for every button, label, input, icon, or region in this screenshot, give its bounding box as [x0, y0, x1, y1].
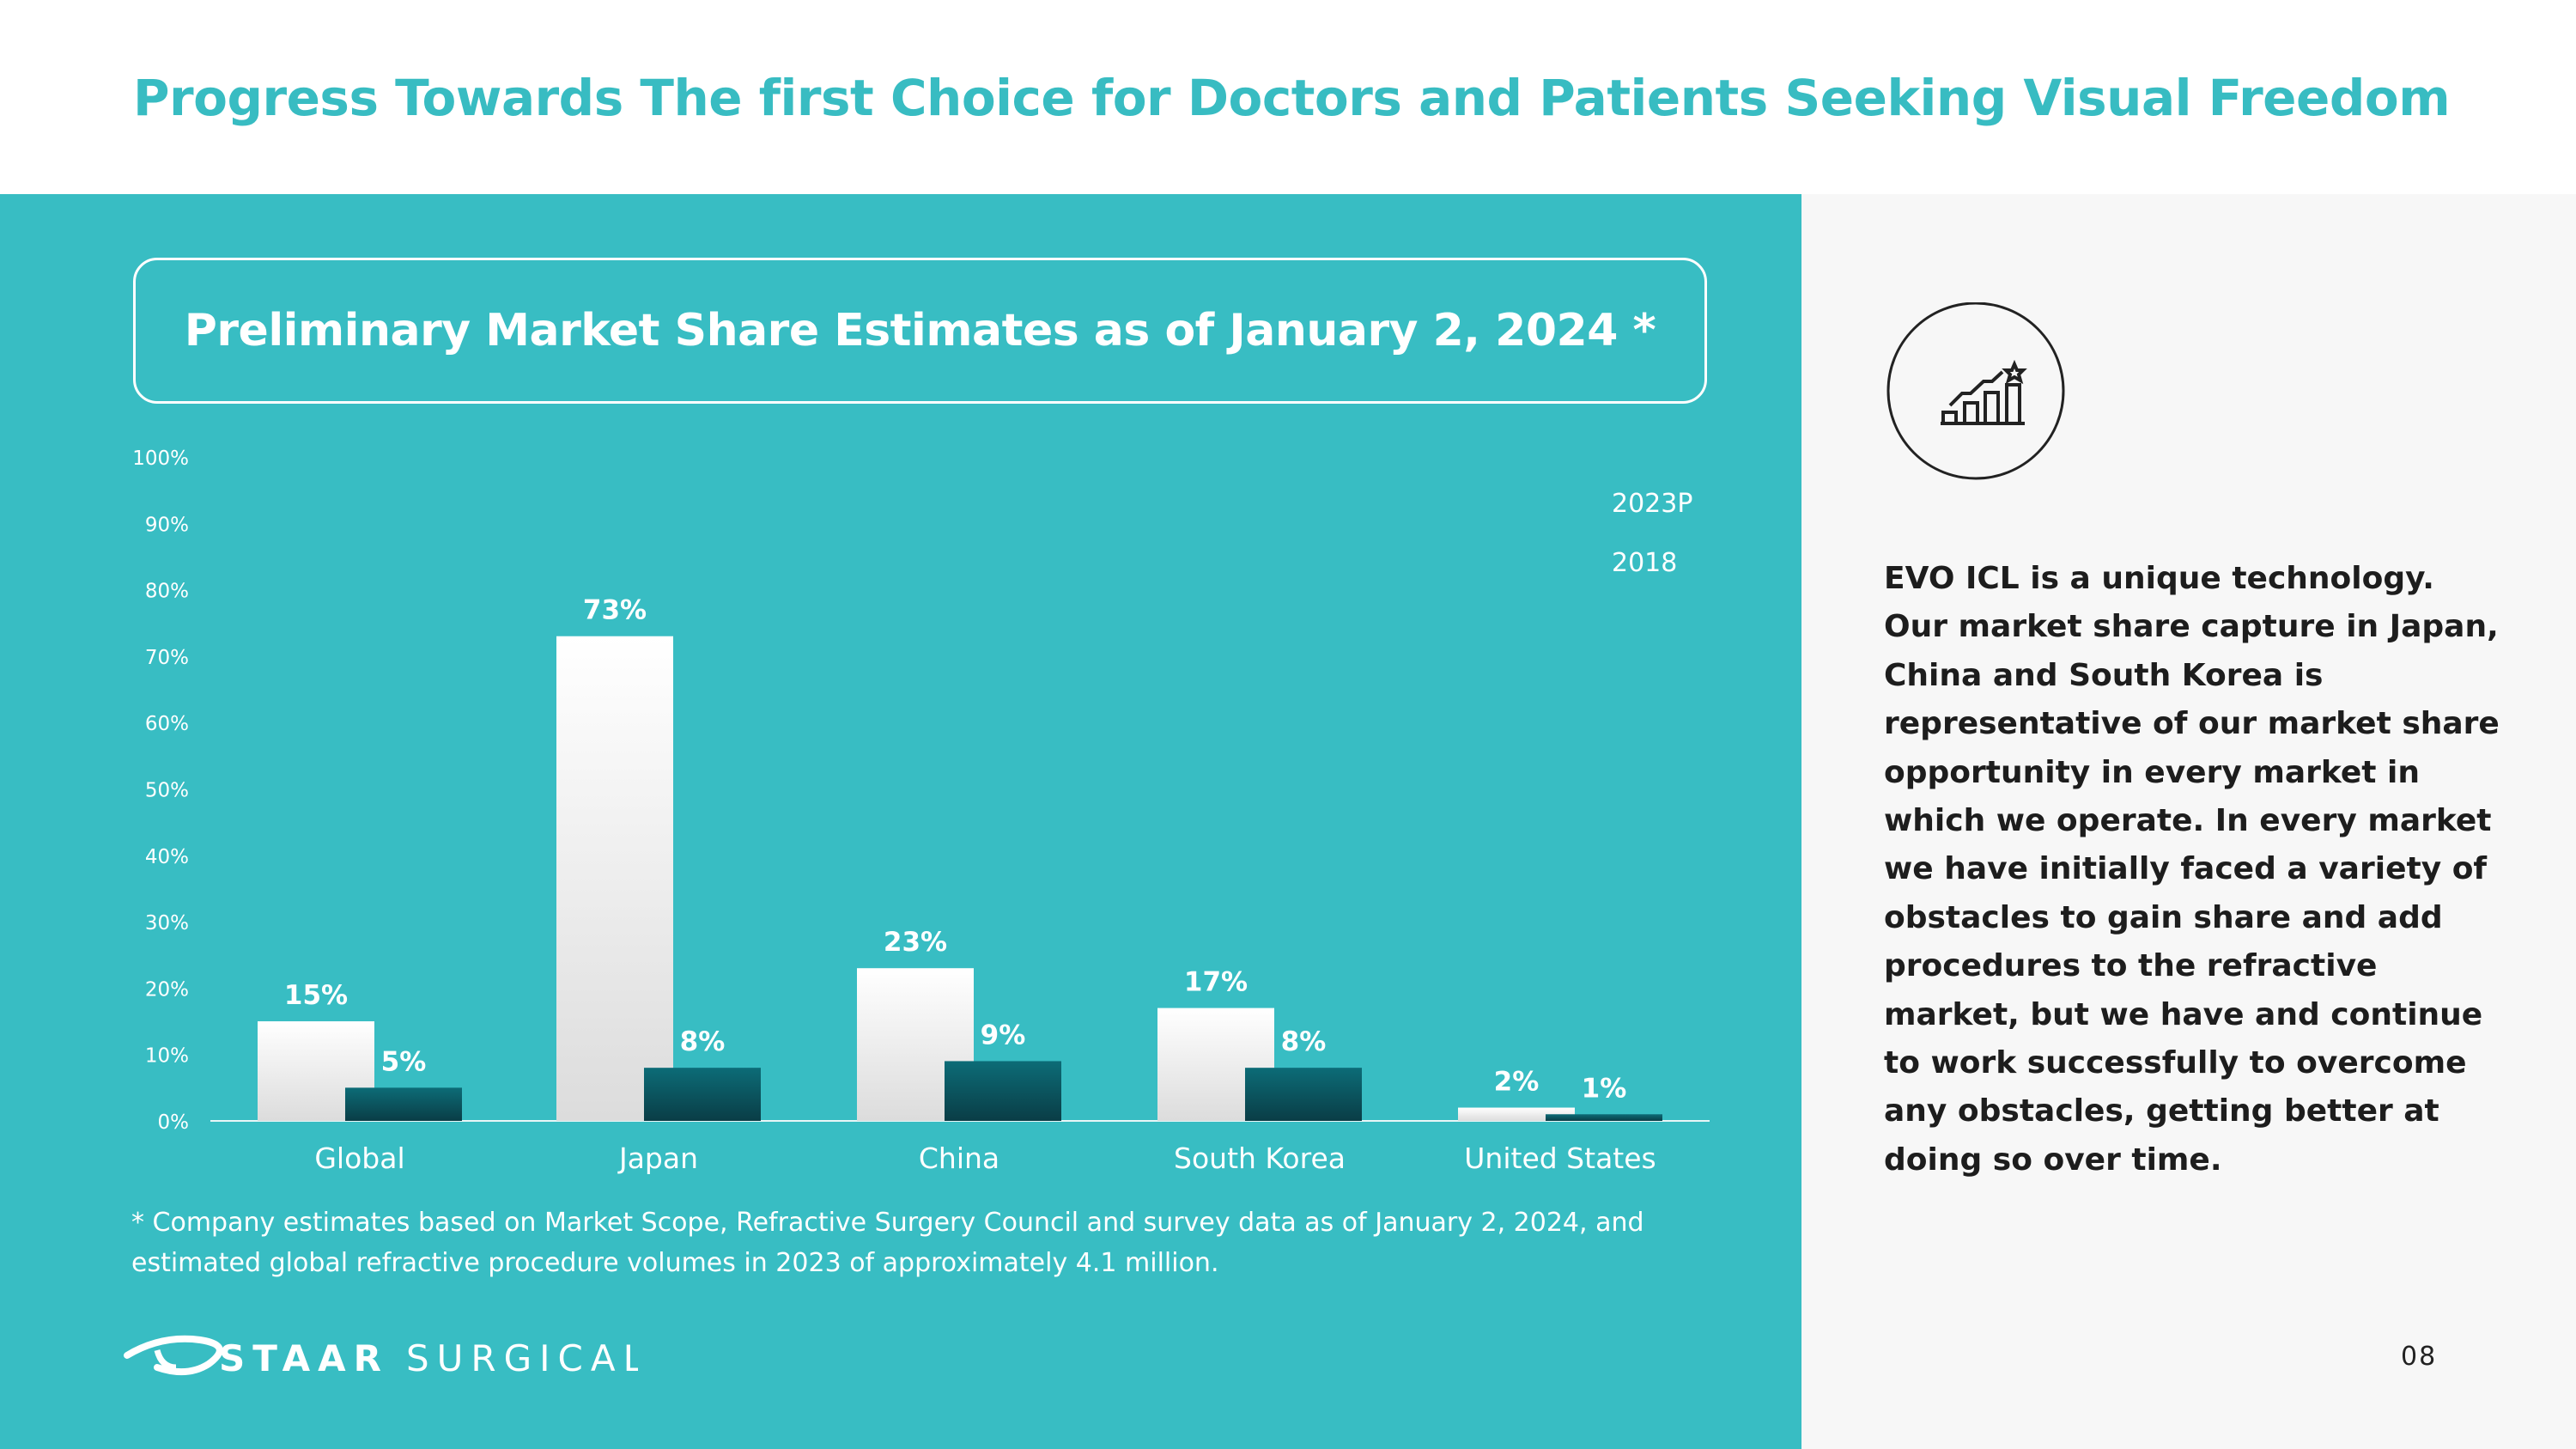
y-tick-label: 20% — [145, 978, 189, 1001]
y-tick-label: 10% — [145, 1045, 189, 1068]
bar-2018 — [1245, 1068, 1362, 1121]
data-label: 9% — [981, 1020, 1026, 1050]
chart-title: Preliminary Market Share Estimates as of… — [184, 305, 1656, 356]
x-category-label: United States — [1464, 1142, 1656, 1175]
svg-text:STAAR: STAAR — [219, 1337, 389, 1378]
side-panel — [1801, 194, 2576, 1449]
data-label: 1% — [1582, 1073, 1627, 1104]
data-label: 17% — [1184, 967, 1248, 998]
x-category-label: Japan — [617, 1142, 698, 1175]
y-tick-label: 80% — [145, 581, 189, 603]
data-label: 15% — [284, 980, 348, 1011]
side-text: EVO ICL is a unique technology. Our mark… — [1884, 561, 2500, 1178]
data-label: 2% — [1494, 1067, 1540, 1098]
growth-chart-star-icon — [1886, 302, 2065, 480]
y-tick-label: 90% — [145, 514, 189, 536]
x-category-label: China — [919, 1142, 999, 1175]
data-label: 73% — [583, 595, 647, 626]
y-tick-label: 50% — [145, 780, 189, 802]
y-tick-label: 0% — [158, 1111, 190, 1134]
footnote: * Company estimates based on Market Scop… — [131, 1208, 1644, 1278]
chart-title-box: Preliminary Market Share Estimates as of… — [133, 258, 1707, 404]
data-label: 8% — [680, 1026, 726, 1057]
data-label: 23% — [884, 927, 947, 958]
svg-text:SURGICAL: SURGICAL — [406, 1337, 638, 1378]
page-number: 08 — [2401, 1342, 2438, 1372]
bar-2023P — [556, 636, 673, 1121]
x-category-label: Global — [314, 1142, 404, 1175]
y-tick-label: 40% — [145, 846, 189, 868]
y-tick-label: 100% — [132, 447, 189, 470]
bar-2018 — [345, 1087, 462, 1121]
y-tick-label: 60% — [145, 713, 189, 735]
bar-2018 — [644, 1068, 761, 1121]
bar-2018 — [1546, 1114, 1662, 1121]
bar-2018 — [945, 1061, 1061, 1121]
y-tick-label: 70% — [145, 647, 189, 669]
legend-entry: 2018 — [1612, 548, 1677, 578]
data-label: 5% — [381, 1046, 427, 1077]
x-category-label: South Korea — [1174, 1142, 1346, 1175]
y-tick-label: 30% — [145, 912, 189, 935]
data-label: 8% — [1281, 1026, 1327, 1057]
legend-entry: 2023P — [1612, 489, 1692, 519]
staar-surgical-logo: STAAR SURGICAL — [124, 1335, 638, 1378]
slide-title: Progress Towards The first Choice for Do… — [133, 69, 2451, 127]
